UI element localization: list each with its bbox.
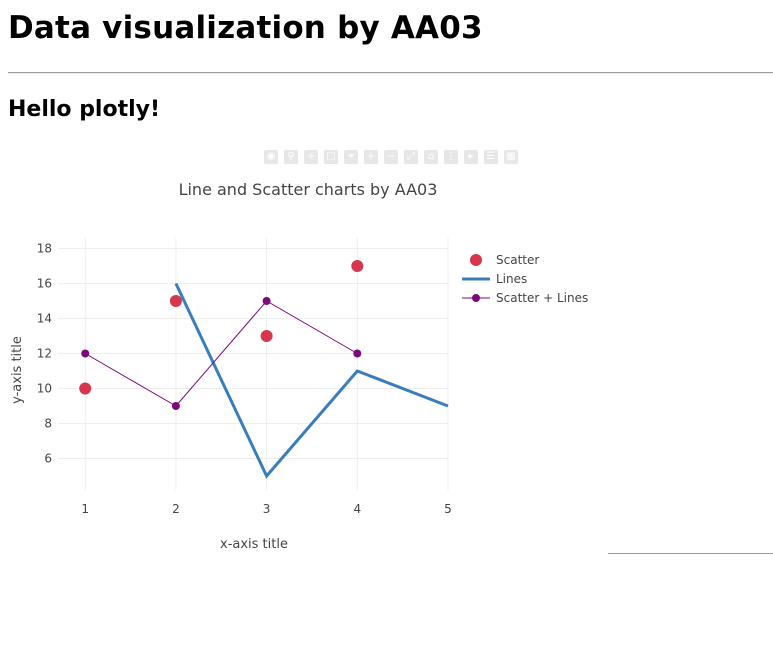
series-scatter-lines [81, 297, 362, 410]
series-scatter [79, 260, 364, 395]
lasso-icon[interactable]: ⚭ [344, 150, 358, 164]
y-tick-label: 8 [44, 417, 52, 431]
x-tick-label: 1 [81, 502, 89, 516]
y-axis-title: y-axis title [10, 336, 25, 404]
chart-title: Line and Scatter charts by AA03 [179, 180, 438, 199]
data-point [353, 349, 362, 358]
header-divider [8, 72, 773, 74]
data-point [260, 330, 273, 342]
x-tick-label: 3 [263, 502, 271, 516]
hover-compare-icon[interactable]: ☰ [484, 150, 498, 164]
series-line [84, 300, 358, 407]
zoom-icon[interactable]: ⚲ [284, 150, 298, 164]
plotly-modebar[interactable]: ◉ ⚲ + □ ⚭ + − ⤢ ⌂ ⋮ ▸ ☰ ▦ [264, 148, 518, 166]
series-layer [79, 260, 449, 479]
y-tick-label: 18 [37, 242, 52, 256]
data-point [81, 349, 90, 358]
legend: Scatter Lines Scatter + Lines [462, 253, 588, 305]
autoscale-icon[interactable]: ⤢ [404, 150, 418, 164]
x-axis-title: x-axis title [220, 537, 288, 552]
legend-marker [472, 294, 480, 302]
legend-label: Lines [496, 272, 527, 286]
y-tick-label: 10 [37, 382, 52, 396]
plotly-logo-icon[interactable]: ▦ [504, 150, 518, 164]
series-line [174, 282, 449, 479]
data-point [171, 402, 180, 410]
legend-item: Scatter + Lines [462, 291, 588, 305]
zoom-in-icon[interactable]: + [364, 150, 378, 164]
select-box-icon[interactable]: □ [324, 150, 338, 164]
hover-closest-icon[interactable]: ▸ [464, 150, 478, 164]
footer-divider [608, 553, 773, 554]
y-tick-label: 14 [37, 312, 52, 326]
legend-label: Scatter + Lines [496, 291, 588, 305]
grid-layer [58, 238, 449, 490]
legend-marker [470, 254, 482, 266]
spike-lines-icon[interactable]: ⋮ [444, 150, 458, 164]
y-tick-label: 12 [37, 347, 52, 361]
x-tick-label: 4 [353, 502, 361, 516]
series-lines [174, 282, 449, 479]
zoom-out-icon[interactable]: − [384, 150, 398, 164]
legend-item: Scatter [470, 253, 539, 267]
legend-item: Lines [462, 272, 527, 286]
legend-label: Scatter [496, 253, 539, 267]
camera-icon[interactable]: ◉ [264, 150, 278, 164]
data-point [169, 295, 182, 307]
page-subtitle: Hello plotly! [8, 97, 161, 122]
reset-axes-icon[interactable]: ⌂ [424, 150, 438, 164]
x-tick-label: 5 [444, 502, 452, 516]
y-tick-label: 6 [44, 452, 52, 466]
data-point [79, 382, 92, 395]
data-point [351, 260, 364, 272]
x-tick-label: 2 [172, 502, 180, 516]
pan-icon[interactable]: + [304, 150, 318, 164]
page-title: Data visualization by AA03 [8, 10, 483, 46]
y-tick-label: 16 [37, 277, 52, 291]
data-point [262, 297, 271, 305]
